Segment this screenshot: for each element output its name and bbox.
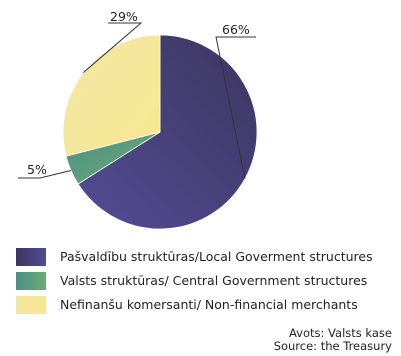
- source-note: Avots: Valsts kase Source: the Treasury: [274, 327, 392, 353]
- leader-line-non-financial: [83, 22, 143, 73]
- leader-line-central-government: [18, 170, 72, 179]
- pie-label-non-financial: 29%: [110, 9, 138, 24]
- leader-line-local-government: [215, 36, 256, 179]
- pie-chart: 66% 5% 29%: [18, 9, 258, 230]
- legend-label-central-government: Valsts struktūras/ Central Government st…: [60, 273, 368, 288]
- legend-swatch-local-government: [16, 248, 46, 266]
- pie-slice-local-government: [77, 34, 258, 230]
- pie-label-local-government: 66%: [222, 22, 250, 37]
- legend: Pašvaldību struktūras/Local Goverment st…: [16, 248, 396, 320]
- legend-item-non-financial: Nefinanšu komersanti/ Non-financial merc…: [16, 296, 396, 314]
- pie-label-central-government: 5%: [27, 162, 47, 177]
- legend-label-local-government: Pašvaldību struktūras/Local Goverment st…: [60, 249, 373, 264]
- legend-item-local-government: Pašvaldību struktūras/Local Goverment st…: [16, 248, 396, 266]
- legend-item-central-government: Valsts struktūras/ Central Government st…: [16, 272, 396, 290]
- pie-slice-non-financial: [62, 34, 161, 157]
- legend-swatch-central-government: [16, 272, 46, 290]
- legend-label-non-financial: Nefinanšu komersanti/ Non-financial merc…: [60, 297, 358, 312]
- legend-swatch-non-financial: [16, 296, 46, 314]
- source-line-en: Source: the Treasury: [273, 339, 392, 353]
- source-line-lv: Avots: Valsts kase: [288, 326, 392, 340]
